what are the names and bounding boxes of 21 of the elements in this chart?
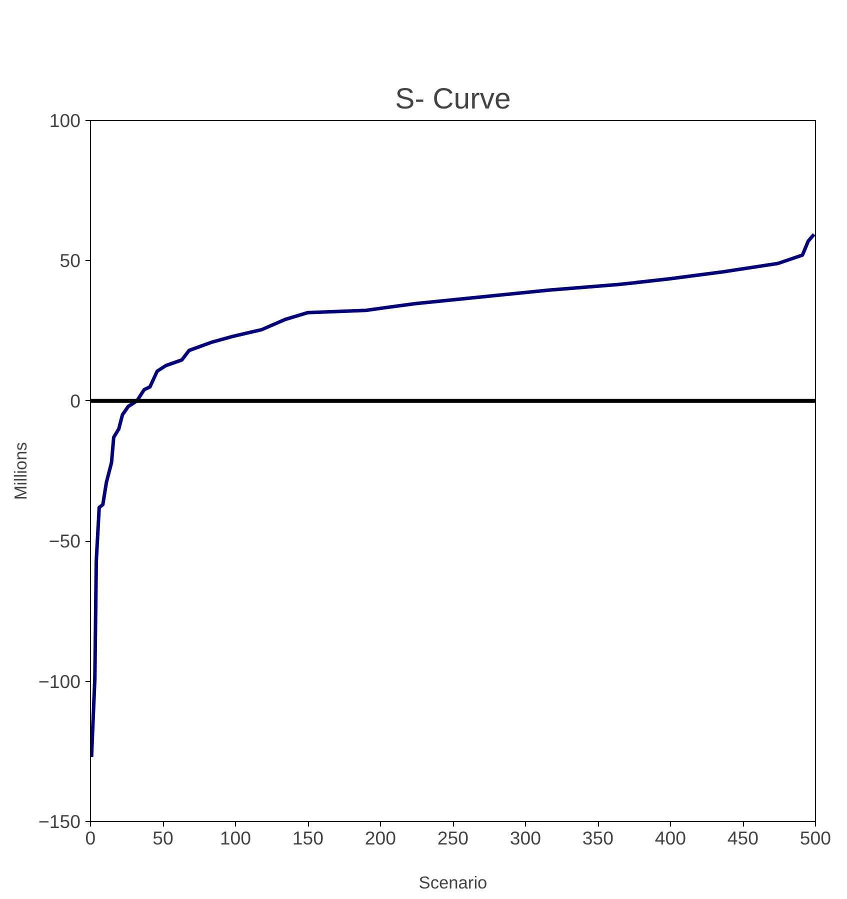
y-tick-label: 50 <box>60 250 81 272</box>
x-tick-label: 50 <box>152 828 174 848</box>
x-tick-label: 100 <box>220 828 252 848</box>
x-tick-label: 150 <box>292 828 324 848</box>
x-tick-label: 250 <box>437 828 469 848</box>
x-tick-label: 400 <box>654 828 686 848</box>
x-tick-label: 350 <box>582 828 614 848</box>
x-tick-label: 500 <box>800 828 832 848</box>
x-tick-label: 200 <box>364 828 396 848</box>
y-tick-label: 0 <box>70 390 81 412</box>
y-tick-label: −50 <box>48 530 81 552</box>
x-tick-label: 0 <box>85 828 96 848</box>
chart-title: S- Curve <box>395 82 511 116</box>
y-tick-label: −150 <box>38 811 81 832</box>
y-axis-title: Millions <box>10 442 30 500</box>
y-tick-label: 100 <box>49 110 81 131</box>
y-tick-label: −100 <box>38 670 81 692</box>
x-tick-label: 300 <box>510 828 542 848</box>
x-tick-label: 450 <box>727 828 759 848</box>
line-series <box>90 232 816 759</box>
x-axis-title: Scenario <box>418 872 488 892</box>
